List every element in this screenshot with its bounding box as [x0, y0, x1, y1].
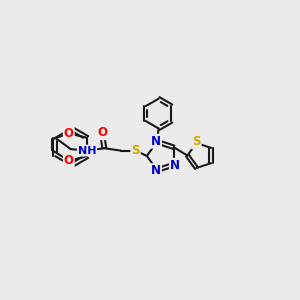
Text: NH: NH [78, 146, 96, 156]
Text: S: S [131, 144, 140, 157]
Text: O: O [97, 126, 107, 139]
Text: N: N [151, 164, 161, 177]
Text: O: O [64, 127, 74, 140]
Text: N: N [170, 159, 180, 172]
Text: N: N [151, 135, 161, 148]
Text: S: S [192, 135, 201, 148]
Text: O: O [64, 154, 74, 167]
